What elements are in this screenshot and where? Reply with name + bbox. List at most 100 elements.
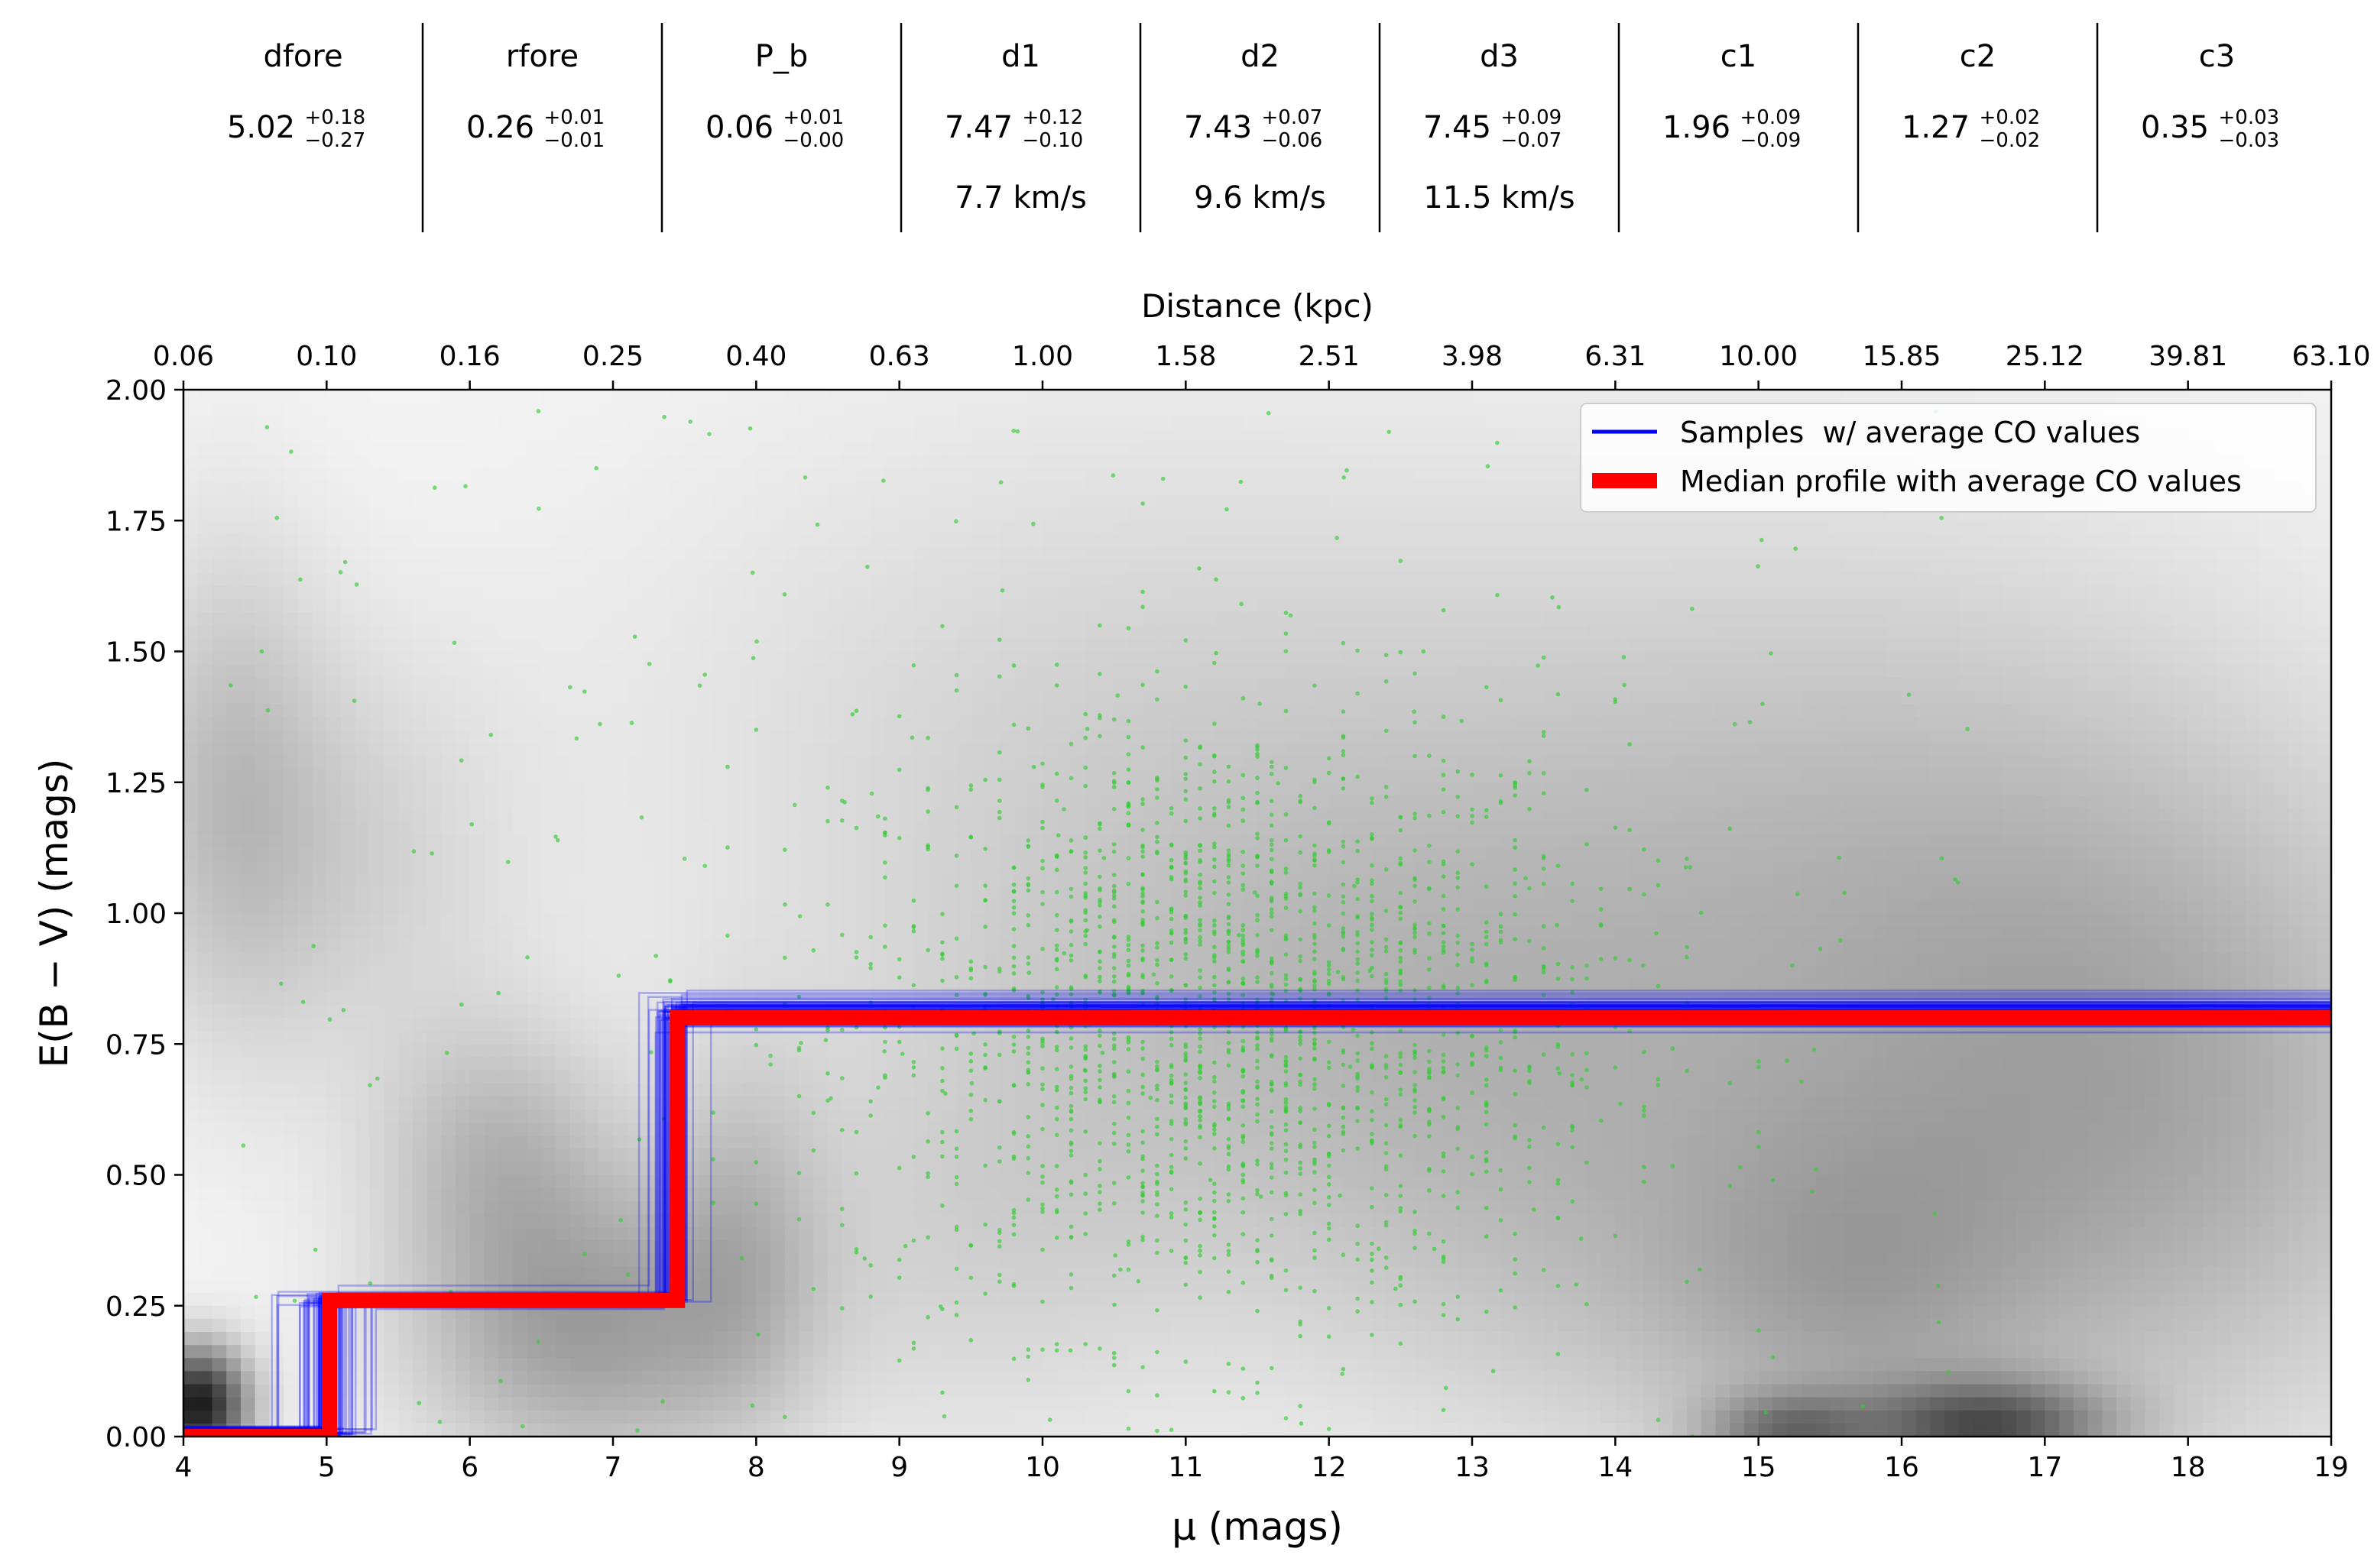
density-cell bbox=[884, 507, 900, 521]
density-cell bbox=[942, 834, 958, 848]
density-cell bbox=[856, 939, 871, 953]
density-cell bbox=[226, 886, 242, 901]
density-cell bbox=[971, 1148, 986, 1162]
density-cell bbox=[455, 1070, 471, 1084]
density-cell bbox=[928, 913, 943, 927]
density-cell bbox=[341, 1083, 356, 1097]
density-cell bbox=[956, 559, 971, 574]
density-cell bbox=[784, 690, 800, 705]
density-cell bbox=[627, 926, 642, 940]
density-cell bbox=[369, 664, 384, 679]
density-cell bbox=[297, 899, 313, 914]
density-cell bbox=[469, 1070, 485, 1084]
density-cell bbox=[670, 939, 686, 953]
density-cell bbox=[999, 704, 1015, 718]
density-cell bbox=[913, 494, 929, 508]
density-cell bbox=[498, 1345, 514, 1359]
density-cell bbox=[641, 1253, 657, 1267]
density-cell bbox=[1013, 1083, 1029, 1097]
density-cell bbox=[355, 873, 371, 888]
density-cell bbox=[928, 1174, 943, 1189]
density-cell bbox=[813, 952, 829, 967]
density-cell bbox=[556, 638, 571, 653]
density-cell bbox=[355, 1279, 371, 1294]
density-cell bbox=[269, 572, 284, 587]
density-cell bbox=[369, 1227, 384, 1241]
density-cell bbox=[928, 599, 943, 613]
density-cell bbox=[884, 1423, 900, 1437]
density-cell bbox=[699, 429, 714, 443]
density-cell bbox=[641, 978, 657, 993]
density-cell bbox=[284, 507, 299, 521]
density-cell bbox=[770, 1083, 786, 1097]
density-cell bbox=[226, 1123, 242, 1136]
density-cell bbox=[498, 1018, 514, 1032]
density-cell bbox=[426, 821, 442, 835]
density-cell bbox=[498, 926, 514, 940]
density-cell bbox=[455, 873, 471, 888]
density-cell bbox=[426, 1410, 442, 1424]
density-cell bbox=[613, 1279, 628, 1294]
density-cell bbox=[842, 455, 857, 469]
density-cell bbox=[641, 546, 657, 561]
density-cell bbox=[971, 756, 986, 770]
density-cell bbox=[598, 1423, 614, 1437]
density-cell bbox=[1056, 638, 1072, 653]
density-cell bbox=[426, 873, 442, 888]
density-cell bbox=[871, 546, 886, 561]
density-cell bbox=[341, 1187, 356, 1202]
density-cell bbox=[312, 1070, 327, 1084]
density-cell bbox=[255, 704, 270, 718]
density-cell bbox=[598, 1266, 614, 1281]
density-cell bbox=[240, 1318, 256, 1333]
density-cell bbox=[412, 1031, 427, 1045]
density-cell bbox=[971, 664, 986, 679]
density-cell bbox=[1028, 664, 1043, 679]
density-cell bbox=[1013, 1305, 1029, 1320]
density-cell bbox=[856, 1227, 871, 1241]
density-cell bbox=[226, 390, 242, 403]
density-cell bbox=[498, 1397, 514, 1411]
density-cell bbox=[183, 1240, 199, 1254]
density-cell bbox=[297, 704, 313, 718]
density-cell bbox=[842, 1136, 857, 1149]
density-cell bbox=[384, 651, 399, 666]
density-cell bbox=[269, 1253, 284, 1267]
density-cell bbox=[799, 1253, 814, 1267]
density-cell bbox=[1013, 926, 1029, 940]
density-cell bbox=[441, 1044, 456, 1058]
density-cell bbox=[569, 546, 585, 561]
density-cell bbox=[1056, 507, 1072, 521]
density-cell bbox=[884, 860, 900, 875]
density-cell bbox=[226, 769, 242, 783]
density-cell bbox=[1043, 1070, 1058, 1084]
density-cell bbox=[613, 913, 628, 927]
density-cell bbox=[384, 1096, 399, 1110]
density-cell bbox=[656, 1358, 671, 1372]
density-cell bbox=[398, 978, 414, 993]
density-cell bbox=[484, 834, 499, 848]
density-cell bbox=[741, 886, 757, 901]
density-cell bbox=[656, 664, 671, 679]
density-cell bbox=[856, 743, 871, 757]
density-cell bbox=[942, 1332, 958, 1346]
density-cell bbox=[355, 1410, 371, 1424]
density-cell bbox=[670, 677, 686, 692]
density-cell bbox=[455, 913, 471, 927]
density-cell bbox=[212, 403, 227, 416]
density-cell bbox=[426, 1266, 442, 1281]
density-cell bbox=[1056, 939, 1072, 953]
density-cell bbox=[341, 1031, 356, 1045]
density-cell bbox=[670, 899, 686, 914]
density-cell bbox=[240, 1044, 256, 1058]
density-cell bbox=[297, 403, 313, 416]
density-cell bbox=[384, 1200, 399, 1215]
density-cell bbox=[541, 1161, 556, 1176]
density-cell bbox=[627, 965, 642, 980]
density-cell bbox=[269, 847, 284, 862]
density-cell bbox=[784, 546, 800, 561]
density-cell bbox=[240, 1371, 256, 1385]
density-cell bbox=[942, 899, 958, 914]
density-cell bbox=[312, 625, 327, 639]
density-cell bbox=[455, 847, 471, 862]
